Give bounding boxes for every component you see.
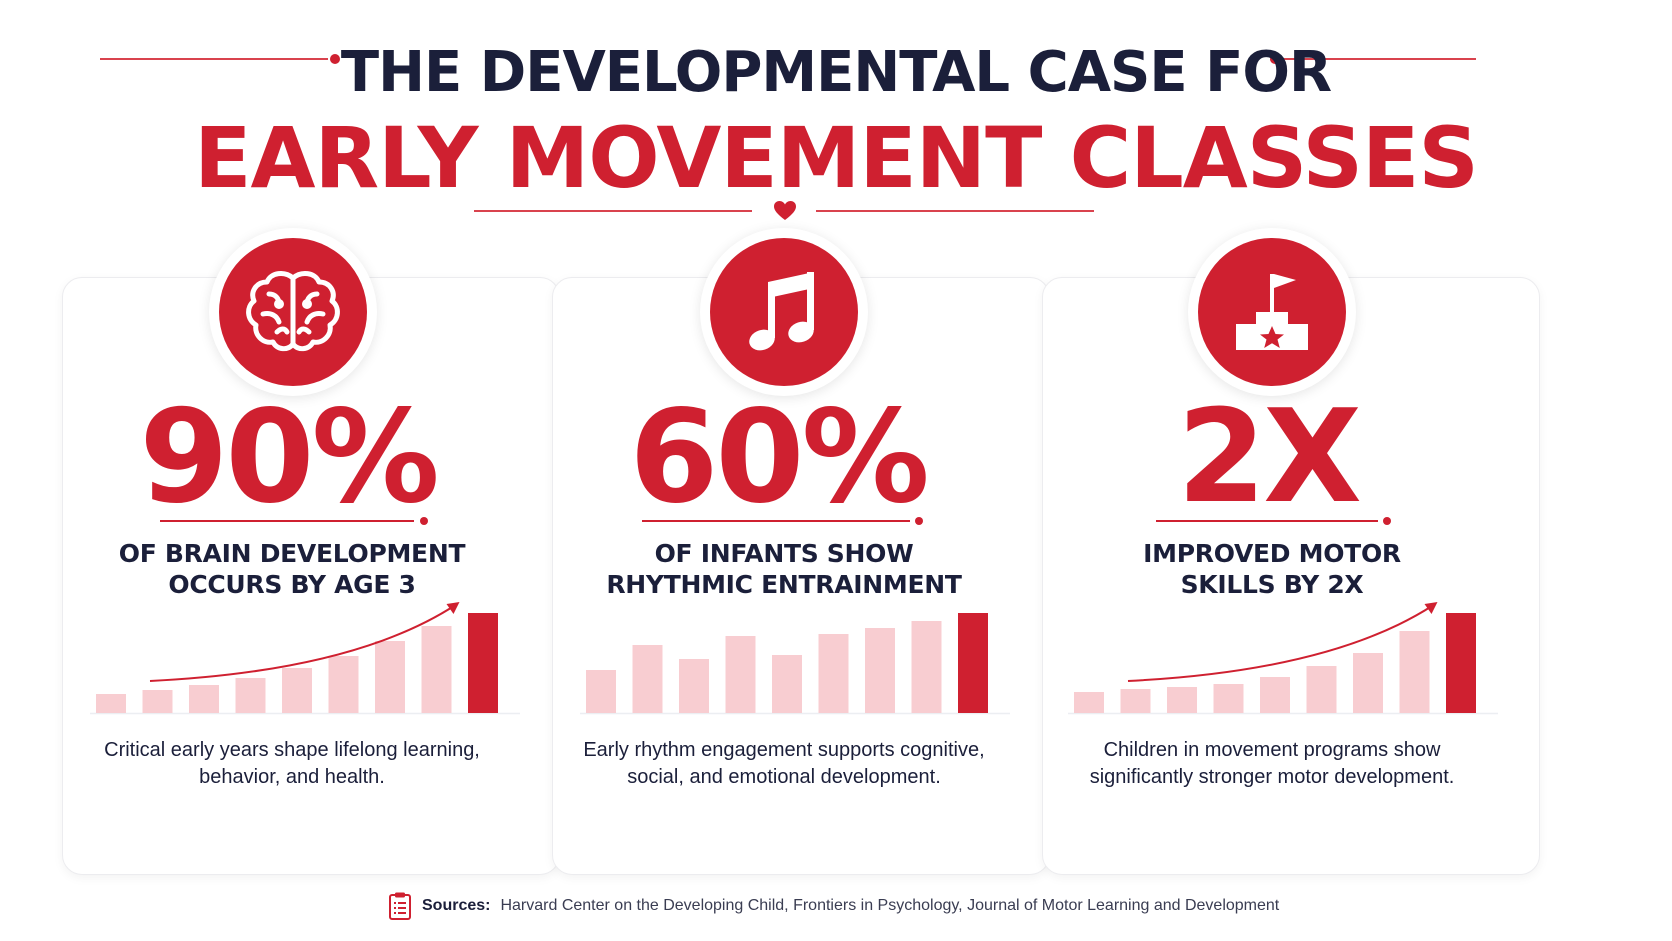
stat-label-line1: IMPROVED MOTOR bbox=[1143, 539, 1401, 568]
stat-label-line2: RHYTHMIC ENTRAINMENT bbox=[606, 570, 962, 599]
chart-bar bbox=[282, 668, 312, 713]
title-rule-left bbox=[100, 58, 328, 60]
motor-bar-chart bbox=[1068, 602, 1498, 715]
sources-text: Harvard Center on the Developing Child, … bbox=[500, 897, 1280, 914]
chart-bar bbox=[375, 641, 405, 713]
title-rule-left-dot bbox=[330, 54, 340, 64]
chart-bar bbox=[632, 645, 663, 713]
stat-label: OF INFANTS SHOW RHYTHMIC ENTRAINMENT bbox=[536, 538, 1032, 600]
chart-bar bbox=[586, 670, 616, 713]
stat-description-line2: behavior, and health. bbox=[199, 766, 385, 788]
podium-flag-icon bbox=[1236, 274, 1308, 350]
stat-rule-dot bbox=[420, 517, 428, 525]
stat-description-line2: significantly stronger motor development… bbox=[1089, 766, 1455, 788]
chart-bar bbox=[1353, 653, 1383, 713]
chart-bar bbox=[1167, 687, 1197, 713]
trend-arrow-head bbox=[1424, 602, 1438, 614]
chart-bar bbox=[328, 656, 359, 713]
clipboard-icon bbox=[389, 892, 411, 920]
trend-arrow-line bbox=[149, 604, 457, 682]
chart-bar bbox=[1074, 692, 1104, 713]
stat-description-line1: Critical early years shape lifelong lear… bbox=[104, 739, 480, 761]
title-rule-right-dot bbox=[1270, 54, 1280, 64]
chart-bar bbox=[958, 613, 988, 713]
stat-rule-dot bbox=[915, 517, 923, 525]
brain-icon-badge bbox=[209, 228, 377, 396]
chart-bar bbox=[189, 685, 219, 713]
trend-arrow-line bbox=[1127, 604, 1435, 682]
chart-bar bbox=[1399, 631, 1430, 713]
chart-bar bbox=[1260, 677, 1290, 713]
stat-label-line1: OF BRAIN DEVELOPMENT bbox=[118, 539, 466, 568]
chart-bar bbox=[911, 621, 942, 713]
stat-description: Children in movement programs show signi… bbox=[1024, 737, 1520, 791]
chart-bar bbox=[679, 659, 709, 713]
stat-rule bbox=[1156, 520, 1378, 522]
stat-label-line2: SKILLS BY 2X bbox=[1180, 570, 1364, 599]
growth-bar-chart bbox=[90, 602, 520, 715]
stat-description-line2: social, and emotional development. bbox=[627, 766, 941, 788]
trend-arrow-head bbox=[446, 602, 460, 614]
stat-value: 2X bbox=[1177, 383, 1362, 532]
chart-bar bbox=[818, 634, 849, 713]
stat-rule-dot bbox=[1383, 517, 1391, 525]
heart-divider-left bbox=[474, 210, 752, 212]
chart-bar bbox=[1120, 689, 1151, 713]
stat-description-line1: Children in movement programs show bbox=[1103, 739, 1441, 761]
chart-bar bbox=[725, 636, 756, 713]
music-note-icon bbox=[749, 272, 814, 351]
chart-bar bbox=[96, 694, 126, 713]
chart-bar bbox=[1306, 666, 1337, 713]
sources-footer: Sources: Harvard Center on the Developin… bbox=[388, 890, 1279, 922]
stat-label: IMPROVED MOTOR SKILLS BY 2X bbox=[1024, 538, 1520, 600]
title-line-1: THE DEVELOPMENTAL CASE FOR bbox=[340, 40, 1332, 105]
podium-flag-icon-badge bbox=[1188, 228, 1356, 396]
chart-bar bbox=[865, 628, 895, 713]
chart-bar bbox=[421, 626, 452, 713]
sources-label: Sources: bbox=[422, 897, 491, 914]
stat-rule bbox=[160, 520, 414, 522]
stat-description: Critical early years shape lifelong lear… bbox=[44, 737, 540, 791]
chart-bar bbox=[1446, 613, 1476, 713]
title-rule-right bbox=[1282, 58, 1476, 60]
rhythm-bar-chart bbox=[580, 613, 1010, 715]
heart-divider-right bbox=[816, 210, 1094, 212]
heart-icon bbox=[773, 200, 797, 222]
chart-bar bbox=[468, 613, 498, 713]
stat-label: OF BRAIN DEVELOPMENT OCCURS BY AGE 3 bbox=[44, 538, 540, 600]
stat-value: 60% bbox=[629, 383, 929, 532]
brain-icon bbox=[246, 271, 340, 352]
stat-description-line1: Early rhythm engagement supports cogniti… bbox=[583, 739, 985, 761]
stat-value: 90% bbox=[139, 383, 439, 532]
stat-label-line2: OCCURS BY AGE 3 bbox=[168, 570, 416, 599]
stat-label-line1: OF INFANTS SHOW bbox=[654, 539, 914, 568]
chart-bar bbox=[1213, 684, 1244, 713]
chart-bar bbox=[235, 678, 266, 713]
chart-bar bbox=[142, 690, 173, 713]
stat-rule bbox=[642, 520, 910, 522]
chart-bar bbox=[772, 655, 802, 713]
title-line-2: EARLY MOVEMENT CLASSES bbox=[194, 109, 1479, 207]
music-note-icon-badge bbox=[700, 228, 868, 396]
stat-description: Early rhythm engagement supports cogniti… bbox=[536, 737, 1032, 791]
